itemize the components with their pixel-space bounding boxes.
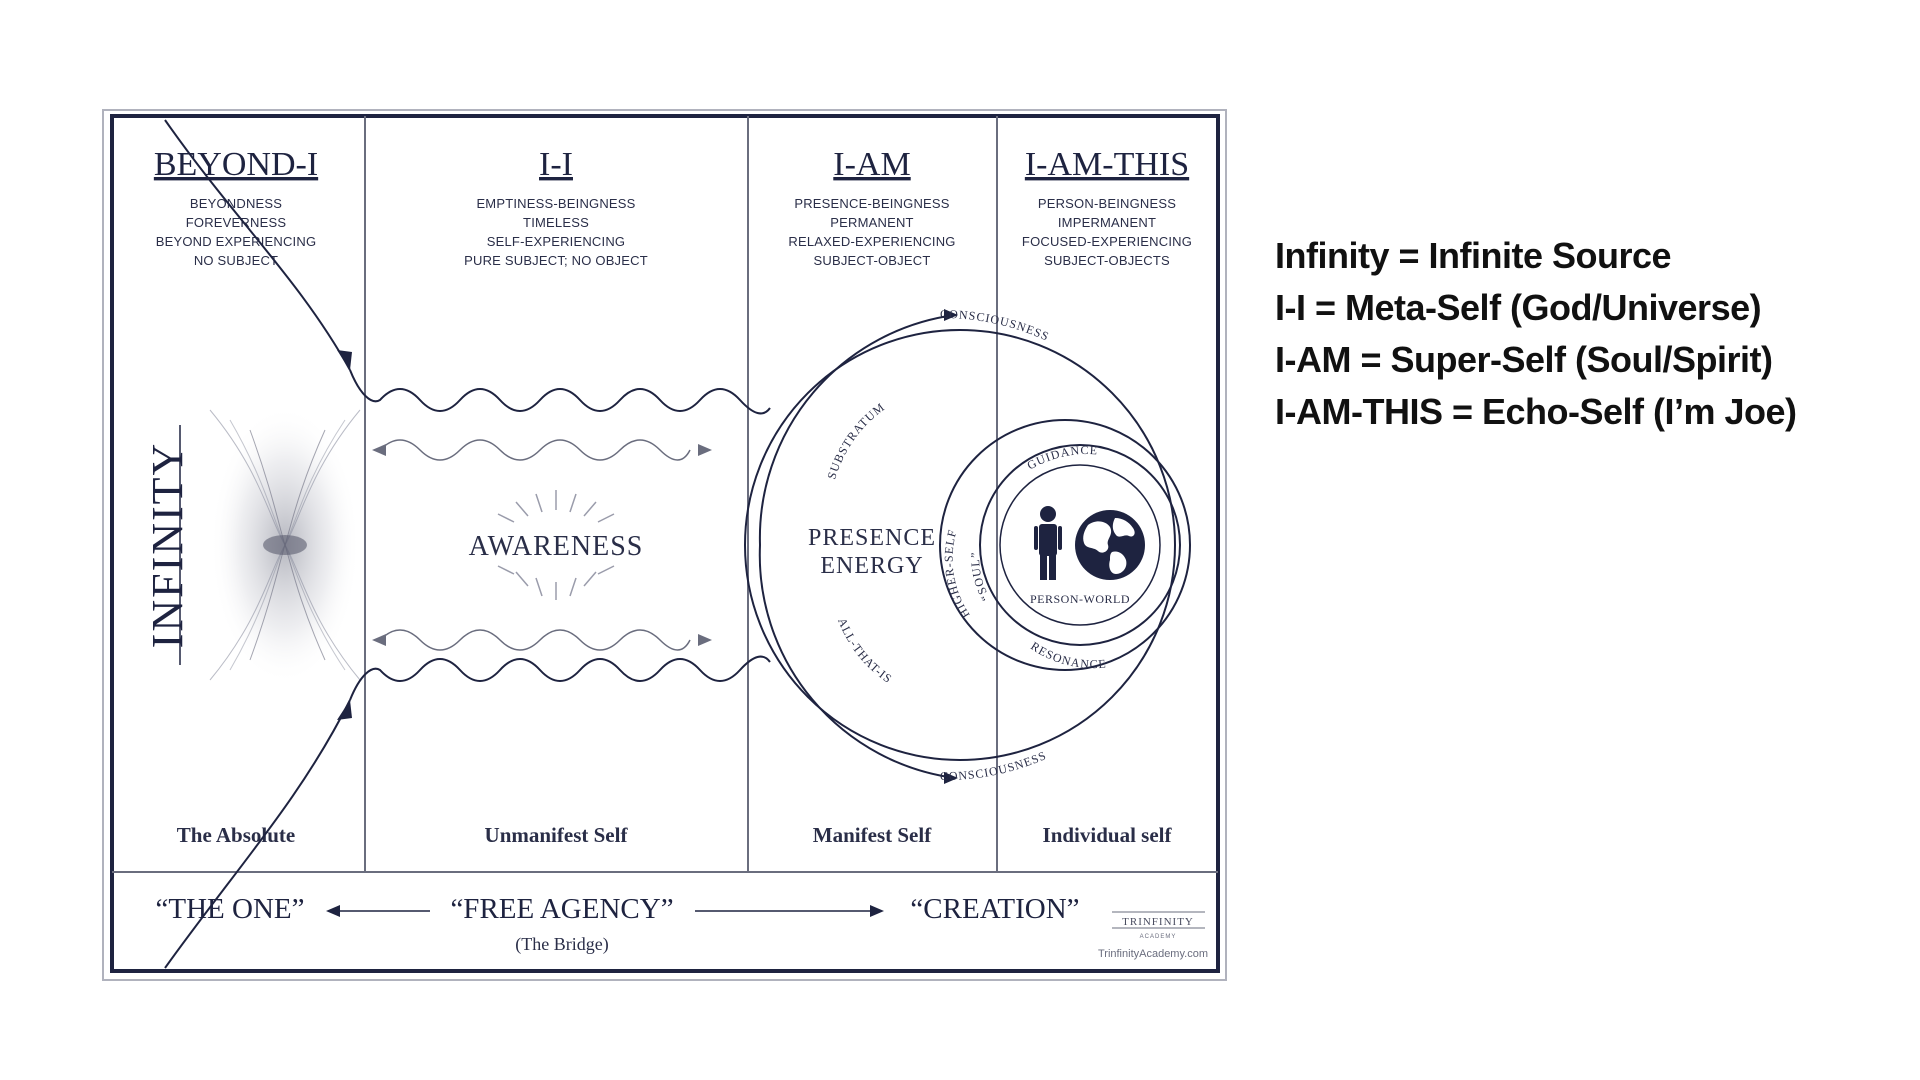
column-line: EMPTINESS-BEINGNESS [476, 196, 635, 211]
column-title: I-I [539, 146, 573, 183]
column-line: BEYOND EXPERIENCING [156, 234, 317, 249]
consciousness-arrow-top [944, 309, 958, 321]
column-line: BEYONDNESS [190, 196, 282, 211]
column-line: FOREVERNESS [186, 215, 287, 230]
column-footer: Manifest Self [813, 823, 932, 847]
diagram-frame [110, 114, 1220, 973]
consciousness-arrow-bottom [944, 772, 958, 784]
wave-arrow-left [372, 634, 386, 646]
infinity-label: INFINITY [143, 442, 192, 649]
legend-line-i-am-this: I-AM-THIS = Echo-Self (I’m Joe) [1275, 391, 1797, 432]
awareness-rays [497, 490, 615, 600]
logo-tag: ACADEMY [1140, 934, 1177, 940]
lower-wave-line [349, 655, 771, 701]
arrow-left-head [326, 905, 340, 917]
legend-line-infinity: Infinity = Infinite Source [1275, 235, 1672, 276]
column-line: PURE SUBJECT; NO OBJECT [464, 253, 648, 268]
column-line: IMPERMANENT [1058, 215, 1156, 230]
awareness-wave-top [379, 439, 691, 461]
presence-label: PRESENCE [808, 525, 936, 551]
trinfinity-logo: TRINFINITY ACADEMY [1112, 911, 1205, 940]
column-line: SUBJECT-OBJECT [814, 253, 931, 268]
person-icon [1034, 506, 1062, 580]
legend-line-i-i: I-I = Meta-Self (God/Universe) [1275, 287, 1762, 328]
column-line: PERSON-BEINGNESS [1038, 196, 1176, 211]
arrow-right-head [870, 905, 884, 917]
column-line: SELF-EXPERIENCING [487, 234, 626, 249]
column-line: TIMELESS [523, 215, 589, 230]
website-label: TrinfinityAcademy.com [1098, 948, 1208, 960]
person-world-label: PERSON-WORLD [1030, 592, 1130, 606]
creation-label: “CREATION” [910, 893, 1079, 925]
infinity-flow-line-top [164, 119, 351, 371]
middle-circle [939, 419, 1191, 671]
legend-line-i-am: I-AM = Super-Self (Soul/Spirit) [1275, 339, 1773, 380]
column-line: SUBJECT-OBJECTS [1044, 253, 1170, 268]
logo-name: TRINFINITY [1122, 916, 1194, 928]
arrowhead-up [337, 350, 352, 370]
column-line: PERMANENT [830, 215, 913, 230]
arrowhead-down [337, 700, 352, 720]
column-line: NO SUBJECT [194, 253, 278, 268]
column-title: I-AM [833, 146, 910, 183]
free-agency-label: “FREE AGENCY” [450, 893, 673, 925]
consciousness-arc-bottom [758, 544, 956, 779]
infinity-flow-line-bottom [164, 699, 351, 969]
wave-arrow-right [698, 444, 712, 456]
wave-arrow-right [698, 634, 712, 646]
column-title: BEYOND-I [154, 146, 318, 183]
column-line: FOCUSED-EXPERIENCING [1022, 234, 1192, 249]
consciousness-arc-top [758, 314, 956, 546]
energy-label: ENERGY [820, 553, 923, 579]
column-footer: The Absolute [177, 823, 295, 847]
column-line: RELAXED-EXPERIENCING [788, 234, 955, 249]
column-line: PRESENCE-BEINGNESS [794, 196, 949, 211]
awareness-wave-bottom [379, 629, 691, 651]
column-footer: Individual self [1043, 823, 1173, 847]
core-circle [999, 464, 1161, 626]
outer-circle [744, 329, 1176, 761]
column-footer: Unmanifest Self [485, 823, 629, 847]
upper-wave-line [349, 369, 771, 415]
inner-circle [979, 444, 1181, 646]
vortex-graphic [209, 405, 361, 685]
the-one-label: “THE ONE” [156, 893, 305, 925]
column-i-am: I-AM PRESENCE-BEINGNESS PERMANENT RELAXE… [788, 146, 955, 847]
legend: Infinity = Infinite Source I-I = Meta-Se… [1275, 230, 1797, 438]
the-bridge-label: (The Bridge) [515, 934, 608, 955]
column-title: I-AM-THIS [1025, 146, 1189, 183]
column-i-i: I-I EMPTINESS-BEINGNESS TIMELESS SELF-EX… [464, 146, 648, 847]
column-beyond-i: BEYOND-I BEYONDNESS FOREVERNESS BEYOND E… [154, 146, 318, 847]
column-i-am-this: I-AM-THIS PERSON-BEINGNESS IMPERMANENT F… [1022, 146, 1192, 847]
awareness-label: AWARENESS [469, 531, 644, 562]
globe-icon [1075, 510, 1145, 580]
wave-arrow-left [372, 444, 386, 456]
